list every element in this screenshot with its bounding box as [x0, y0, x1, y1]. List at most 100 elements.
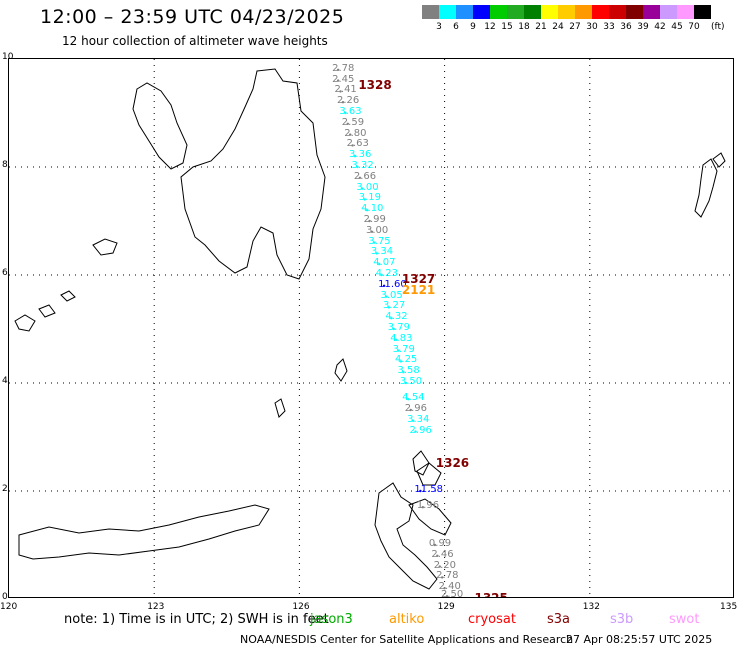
sulu-island-3 — [60, 290, 76, 302]
observation-value: 3.34 — [370, 246, 394, 258]
track-pass-label: 1328 — [358, 78, 392, 92]
legend-unit: (ft) — [711, 22, 725, 32]
observation-value: 2.41 — [334, 84, 357, 96]
observation-value: 0.99 — [428, 538, 452, 549]
observation-point — [373, 241, 376, 244]
observation-point — [368, 219, 371, 223]
observation-point — [433, 543, 437, 547]
y-tick-label: 6 — [2, 268, 8, 278]
legend-label: 3 — [436, 22, 442, 32]
observation-point — [356, 165, 359, 169]
observation-value: 2.66 — [353, 170, 377, 182]
observation-value: 2.26 — [336, 95, 360, 107]
observation-point — [375, 252, 379, 255]
generated-timestamp: 27 Apr 08:25:57 UTC 2025 — [566, 633, 713, 646]
observation-point — [404, 381, 408, 385]
observation-point — [380, 273, 383, 277]
legend-swatch — [490, 5, 507, 19]
observation-point — [395, 338, 398, 341]
legend-label: 42 — [654, 22, 666, 32]
observation-point — [390, 317, 393, 320]
observation-value: 4.54 — [402, 392, 425, 404]
y-tick-label: 10 — [2, 52, 14, 62]
observation-value: 2.63 — [346, 138, 369, 150]
talaud-coastline — [412, 450, 430, 476]
palau-north — [712, 152, 726, 168]
observation-point — [378, 263, 381, 266]
observation-value: 3.63 — [339, 106, 362, 117]
mission-s3a: s3a — [547, 612, 571, 627]
observation-value: 3.00 — [366, 224, 389, 236]
observation-point — [365, 209, 369, 212]
observation-point — [436, 554, 439, 557]
observation-point — [421, 506, 425, 509]
observation-value: 2.50 — [441, 589, 464, 598]
legend-label: 27 — [569, 22, 581, 32]
basilan-coastline — [92, 238, 118, 256]
sulawesi-north-arm — [18, 504, 270, 560]
observation-value: 2.99 — [363, 214, 386, 225]
map-panel[interactable]: 2.78 2.45 2.41 2.26 3.63 2.59 2.80 2.63 3.36 3.32… — [8, 58, 734, 598]
legend-swatch — [643, 5, 660, 19]
observation-value: 3.00 — [356, 181, 379, 193]
mission-s3b: s3b — [610, 612, 634, 627]
zamboanga-coastline — [132, 82, 188, 170]
observation-value: 1.96 — [416, 500, 440, 512]
observation-point — [392, 327, 395, 331]
y-tick-label: 8 — [2, 160, 8, 170]
y-tick-label: 0 — [2, 592, 8, 602]
legend-swatch — [575, 5, 592, 19]
observation-value: 3.58 — [397, 365, 420, 377]
observation-point — [445, 595, 449, 597]
observation-value: 2.78 — [332, 62, 355, 74]
x-tick-label: 135 — [720, 602, 738, 612]
observation-value: 2.96 — [409, 424, 432, 436]
morotai-coastline — [416, 462, 442, 486]
color-legend: 3 6 9 12 15 18 21 24 27 30 33 36 39 42 45 70 (ft) — [422, 5, 725, 32]
observation-point — [438, 565, 441, 568]
legend-label: 24 — [552, 22, 564, 32]
observation-value: 2.96 — [404, 403, 427, 414]
legend-label: 70 — [688, 22, 700, 32]
observation-value: 2.20 — [433, 559, 457, 571]
observation-point — [351, 144, 354, 147]
sangihe-coastline — [334, 358, 348, 382]
legend-swatch — [507, 5, 524, 19]
legend-swatch — [694, 5, 711, 19]
legend-swatch — [473, 5, 490, 19]
halmahera-coastline — [374, 482, 438, 590]
observation-point — [341, 101, 345, 104]
observation-value: 3.34 — [407, 413, 430, 425]
observation-value: 4.10 — [361, 203, 384, 215]
legend-swatch — [524, 5, 541, 19]
sangihe-small — [274, 398, 286, 418]
observation-point — [339, 90, 342, 93]
mission-swot: swot — [669, 612, 700, 627]
page-subtitle: 12 hour collection of altimeter wave hei… — [62, 34, 328, 48]
observation-point — [358, 176, 362, 179]
observation-point — [414, 430, 417, 433]
mission-jason3: jason3 — [310, 612, 353, 627]
legend-label: 45 — [671, 22, 683, 32]
observation-value: 3.79 — [387, 322, 411, 333]
legend-label: 21 — [535, 22, 547, 32]
mission-altiko: altiko — [389, 612, 425, 627]
track-pass-label: 2121 — [401, 283, 436, 298]
observation-points — [336, 68, 449, 597]
observation-point — [382, 284, 386, 287]
observation-value: 4.25 — [395, 354, 418, 366]
x-tick-label: 120 — [0, 602, 18, 612]
observation-point — [361, 187, 364, 190]
observation-value: 3.19 — [358, 192, 381, 204]
graticule — [9, 59, 733, 597]
note-text: note: 1) Time is in UTC; 2) SWH is in fe… — [64, 612, 329, 627]
observation-value: 2.59 — [341, 116, 365, 128]
halmahera-east — [408, 498, 452, 536]
observation-value: 2.45 — [332, 73, 355, 85]
observation-value: 11.58 — [414, 484, 444, 495]
observation-value: 4.23 — [375, 268, 398, 279]
observation-point — [409, 408, 412, 412]
observation-point — [344, 111, 347, 115]
y-tick-label: 4 — [2, 376, 8, 386]
observation-point — [407, 398, 410, 401]
